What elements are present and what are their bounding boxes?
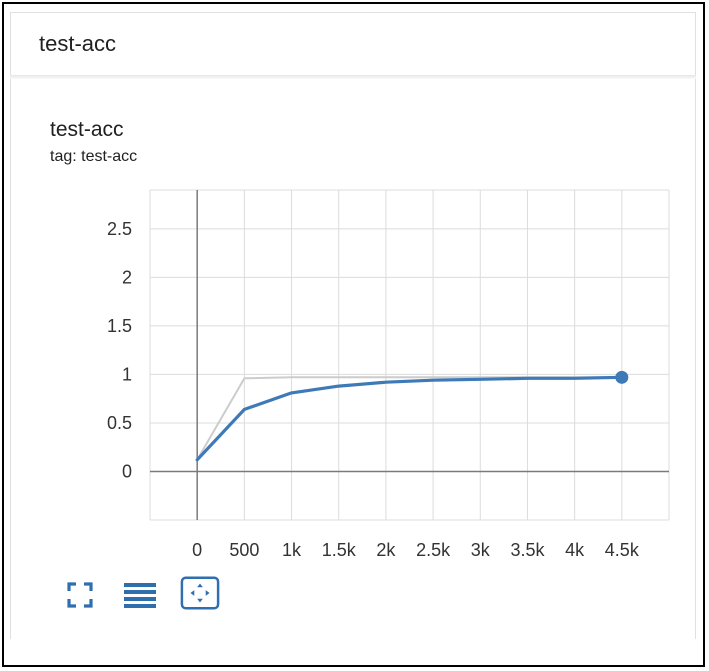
fullscreen-button[interactable] xyxy=(60,578,100,612)
y-tick-label: 1.5 xyxy=(107,316,132,336)
card-header[interactable]: test-acc xyxy=(10,12,696,76)
chart-title: test-acc xyxy=(50,118,124,141)
fit-domain-icon xyxy=(180,576,220,610)
y-tick-label: 1 xyxy=(122,364,132,384)
toggle-log-scale-icon xyxy=(124,583,156,608)
fullscreen-icon xyxy=(67,582,93,608)
toggle-log-scale-button[interactable] xyxy=(120,578,160,612)
x-tick-label: 1k xyxy=(282,540,302,560)
chart-tag: tag: test-acc xyxy=(50,148,138,165)
y-tick-label: 2.5 xyxy=(107,219,132,239)
y-tick-label: 0.5 xyxy=(107,413,132,433)
x-tick-label: 4.5k xyxy=(605,540,640,560)
x-tick-label: 1.5k xyxy=(322,540,357,560)
raw-series-line xyxy=(196,376,623,461)
x-tick-label: 3.5k xyxy=(510,540,545,560)
x-tick-label: 4k xyxy=(565,540,585,560)
card-title: test-acc xyxy=(39,31,117,56)
fit-domain-button[interactable] xyxy=(180,576,220,610)
last-point-marker xyxy=(615,370,629,384)
x-tick-label: 3k xyxy=(471,540,491,560)
card-body xyxy=(10,79,696,639)
card-divider xyxy=(10,75,696,79)
y-tick-label: 2 xyxy=(122,267,132,287)
smoothed-series-line xyxy=(195,375,624,462)
x-tick-label: 2k xyxy=(376,540,396,560)
x-tick-label: 500 xyxy=(229,540,259,560)
y-tick-label: 0 xyxy=(122,461,132,481)
x-tick-label: 2.5k xyxy=(416,540,451,560)
x-tick-label: 0 xyxy=(192,540,202,560)
